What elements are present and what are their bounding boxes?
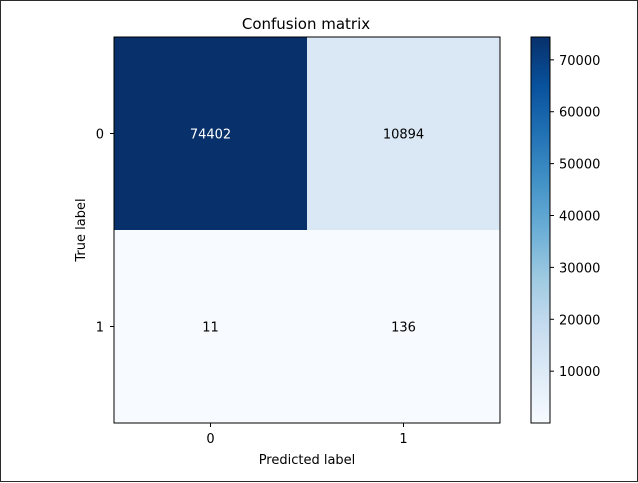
y-axis-label: True label (74, 198, 89, 262)
cell-value-label: 136 (391, 321, 416, 336)
cell-value-label: 11 (202, 321, 219, 336)
x-tick-label: 1 (399, 432, 407, 447)
heatmap-cell (307, 37, 500, 230)
colorbar-tick-label: 20000 (559, 313, 600, 328)
heatmap-cell (307, 230, 500, 423)
colorbar-tick-label: 50000 (559, 158, 600, 173)
colorbar-tick-label: 70000 (559, 54, 600, 69)
x-tick-label: 0 (206, 432, 214, 447)
colorbar-tick-label: 60000 (559, 106, 600, 121)
heatmap-cells (114, 37, 500, 423)
cell-value-label: 74402 (190, 128, 231, 143)
colorbar-tick-label: 30000 (559, 261, 600, 276)
heatmap-cell-labels: 74402 10894 11 136 (190, 128, 424, 336)
colorbar-tick-label: 10000 (559, 365, 600, 380)
heatmap-cell (114, 37, 307, 230)
chart-title: Confusion matrix (242, 15, 370, 33)
x-axis-label: Predicted label (259, 453, 356, 468)
y-tick-label: 1 (96, 321, 104, 336)
colorbar-ticks: 10000 20000 30000 40000 50000 60000 70000 (550, 54, 600, 380)
heatmap-cell (114, 230, 307, 423)
colorbar-tick-label: 40000 (559, 210, 600, 225)
y-axis-ticks: 01 (96, 128, 114, 336)
plot-border (113, 36, 501, 424)
cell-value-label: 10894 (383, 128, 424, 143)
y-tick-label: 0 (96, 128, 104, 143)
colorbar (530, 36, 551, 424)
